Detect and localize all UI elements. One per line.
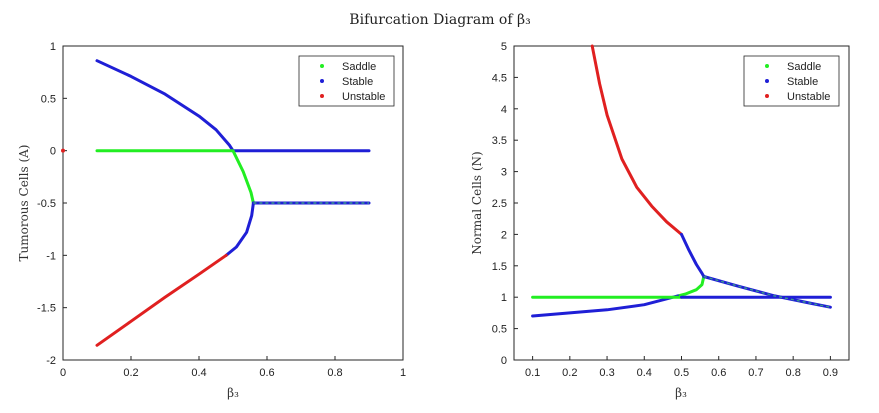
left-xtick-label: 0 [60, 367, 66, 379]
right-ylabel: Normal Cells (N) [470, 151, 484, 254]
left-legend-box [298, 55, 395, 107]
left-ytick-label: -2 [46, 355, 56, 367]
left-legend-unstable: Unstable [342, 91, 385, 103]
right-series-stable-1 [680, 232, 706, 278]
left-ytick-label: 0.5 [41, 93, 56, 105]
plot-right: 0.1 0.2 0.3 0.4 0.5 0.6 0.7 0.8 0.9 0 0.5 1 1.5 2 2.5 3… [470, 41, 850, 400]
right-ticks: 0.1 0.2 0.3 0.4 0.5 0.6 0.7 0.8 0.9 0 0.5 1 1.5 2 2.5 3… [492, 41, 838, 379]
right-ytick-label: 3.5 [492, 135, 507, 147]
right-legend: Saddle Stable Unstable [743, 55, 840, 107]
right-series-stable_dashed-6-overlay [703, 275, 831, 308]
right-ytick-label: 3 [501, 167, 507, 179]
left-legend: Saddle Stable Unstable [298, 55, 395, 107]
right-legend-unstable: Unstable [787, 91, 830, 103]
left-xtick-label: 0.4 [191, 367, 206, 379]
right-series-stable-3 [531, 294, 680, 318]
left-legend-unstable-marker [320, 94, 324, 98]
left-ytick-label: 0 [50, 146, 56, 158]
left-series-unstable-5 [61, 148, 65, 153]
left-series-stable-2 [224, 201, 255, 257]
right-legend-box [743, 55, 840, 107]
right-ytick-label: 2.5 [492, 198, 507, 210]
right-legend-stable-marker [765, 79, 769, 83]
right-xtick-label: 0.4 [637, 367, 652, 379]
left-legend-stable: Stable [342, 76, 373, 88]
right-xtick-label: 0.2 [562, 367, 577, 379]
right-legend-stable: Stable [787, 76, 818, 88]
left-xlabel: β₃ [227, 386, 239, 400]
left-legend-stable-marker [320, 79, 324, 83]
left-ytick-label: 1 [50, 41, 56, 53]
right-xtick-label: 0.6 [711, 367, 726, 379]
left-legend-saddle: Saddle [342, 61, 376, 73]
left-series-saddle-1 [95, 149, 255, 205]
right-xtick-label: 0.7 [748, 367, 763, 379]
right-series-unstable-0 [590, 44, 683, 236]
right-ytick-label: 0.5 [492, 324, 507, 336]
right-ytick-label: 0 [501, 355, 507, 367]
right-legend-unstable-marker [765, 94, 769, 98]
right-xtick-label: 0.1 [525, 367, 540, 379]
right-xtick-label: 0.8 [786, 367, 801, 379]
left-ytick-label: -0.5 [37, 198, 56, 210]
right-xtick-label: 0.3 [599, 367, 614, 379]
left-xtick-label: 0.6 [259, 367, 274, 379]
plot-left: 0 0.2 0.4 0.6 0.8 1 -2 -1.5 -1 -0.5 0 0.5 1 β₃ Tumor… [17, 41, 406, 400]
left-series [61, 59, 371, 347]
right-xtick-label: 0.9 [823, 367, 838, 379]
left-ylabel: Tumorous Cells (A) [17, 145, 31, 262]
left-xtick-label: 0.8 [327, 367, 342, 379]
left-xtick-label: 0.2 [123, 367, 138, 379]
right-ytick-label: 5 [501, 41, 507, 53]
left-ytick-label: -1.5 [37, 303, 56, 315]
right-series-saddle-2 [676, 275, 706, 298]
left-xtick-label: 1 [400, 367, 406, 379]
right-xtick-label: 0.5 [674, 367, 689, 379]
figure-title: Bifurcation Diagram of β₃ [349, 12, 530, 28]
right-ytick-label: 1.5 [492, 261, 507, 273]
right-ytick-label: 4 [501, 104, 507, 116]
left-ytick-label: -1 [46, 250, 56, 262]
right-xlabel: β₃ [675, 386, 687, 400]
right-legend-saddle: Saddle [787, 61, 821, 73]
right-ytick-label: 1 [501, 292, 507, 304]
right-ytick-label: 4.5 [492, 72, 507, 84]
right-series [531, 44, 832, 318]
right-ytick-label: 2 [501, 229, 507, 241]
left-series-unstable-3 [95, 253, 228, 347]
left-legend-saddle-marker [320, 64, 324, 68]
right-legend-saddle-marker [765, 64, 769, 68]
